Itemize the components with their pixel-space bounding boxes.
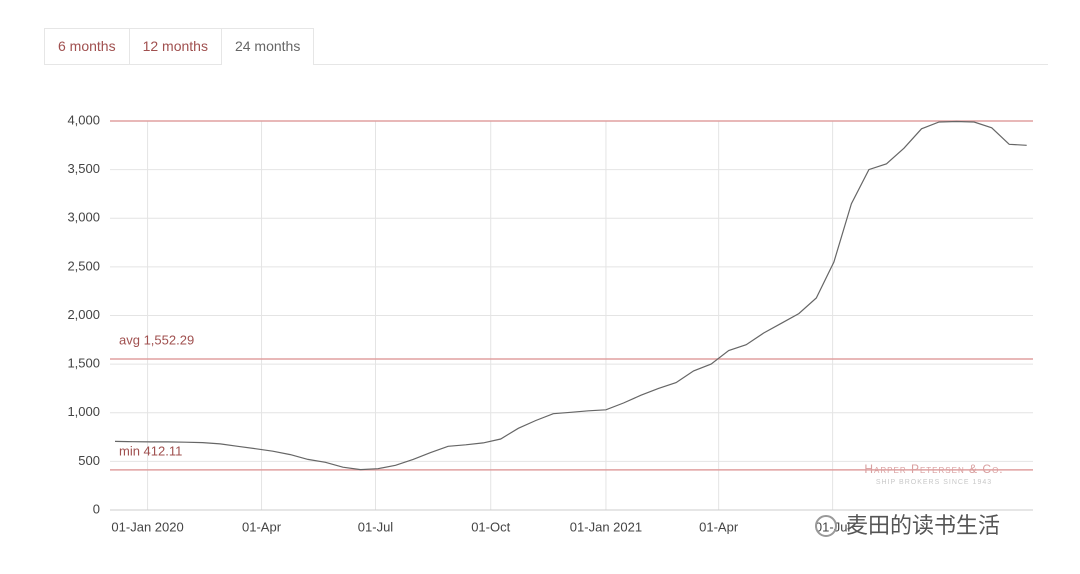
y-tick-label: 0 <box>93 501 100 516</box>
tab-bar: 6 months 12 months 24 months <box>44 28 1048 65</box>
line-series <box>114 120 1027 471</box>
brand-name: Harper Petersen & Co. <box>864 462 1003 476</box>
x-tick-label: 01-Jan 2020 <box>111 519 183 534</box>
x-tick-label: 01-Apr <box>242 519 282 534</box>
watermark-icon <box>815 515 837 537</box>
x-tick-label: 01-Apr <box>699 519 739 534</box>
tab[interactable]: 24 months <box>220 28 315 65</box>
reference-label: avg 1,552.29 <box>119 332 194 347</box>
reference-label: min 412.11 <box>119 443 182 458</box>
watermark: 麦田的读书生活 <box>846 513 1000 538</box>
y-tick-label: 2,500 <box>67 258 100 273</box>
x-tick-label: 01-Jan 2021 <box>570 519 642 534</box>
x-tick-label: 01-Oct <box>471 519 510 534</box>
y-tick-label: 1,500 <box>67 356 100 371</box>
tab[interactable]: 6 months <box>44 28 130 64</box>
y-tick-label: 4,000 <box>67 112 100 127</box>
brand-tagline: SHIP BROKERS SINCE 1943 <box>876 479 992 486</box>
x-tick-label: 01-Jul <box>815 519 851 534</box>
y-tick-label: 500 <box>78 453 100 468</box>
y-tick-label: 3,000 <box>67 210 100 225</box>
y-tick-label: 3,500 <box>67 161 100 176</box>
x-tick-label: 01-Jul <box>358 519 394 534</box>
tab[interactable]: 12 months <box>128 28 222 64</box>
y-tick-label: 2,000 <box>67 307 100 322</box>
y-tick-label: 1,000 <box>67 404 100 419</box>
